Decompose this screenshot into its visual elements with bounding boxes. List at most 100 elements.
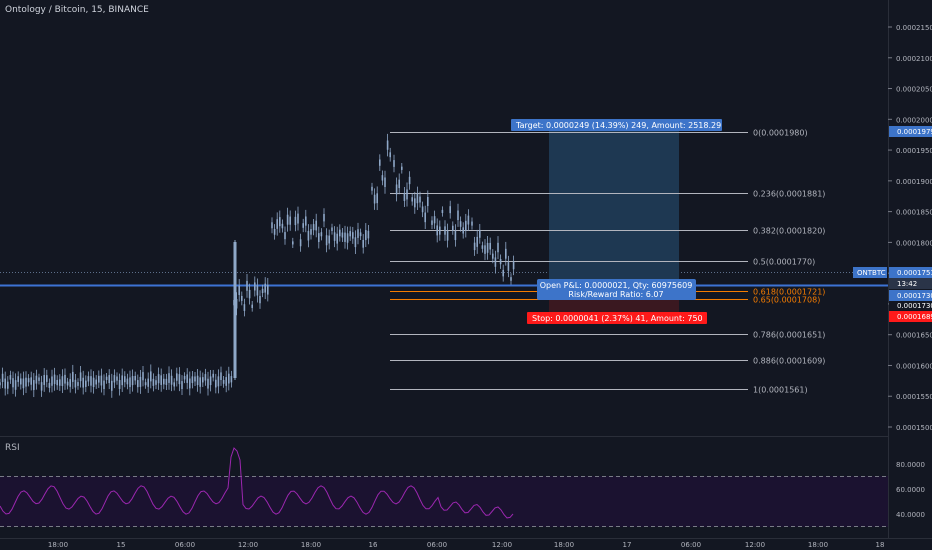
- candle-body: [103, 380, 105, 390]
- candle-body: [276, 219, 278, 229]
- candle-body: [14, 380, 17, 390]
- candle-body: [381, 175, 384, 181]
- candle-body: [95, 379, 97, 385]
- candle-body: [403, 192, 406, 201]
- candle-body: [499, 259, 502, 265]
- candle-body: [406, 189, 408, 200]
- candle-body: [389, 152, 391, 158]
- candle-body: [310, 229, 312, 235]
- candle-body: [328, 235, 330, 244]
- time-axis-label: 12:00: [238, 541, 258, 549]
- open-pnl-label: Open P&L: 0.0000021, Qty: 60975609: [540, 281, 693, 290]
- rsi-axis[interactable]: 80.0000 60.0000 40.0000: [896, 461, 925, 519]
- time-axis[interactable]: 18:00 15 06:00 12:00 18:00 16 06:00 12:00 18:00 1…: [48, 541, 885, 549]
- candle-body: [505, 248, 507, 259]
- candle-body: [299, 239, 302, 247]
- candle-body: [22, 378, 25, 389]
- candle-body: [267, 284, 269, 295]
- candle-body: [225, 377, 227, 386]
- candle-body: [222, 379, 225, 384]
- price-tick-label: 0.0001950: [896, 147, 932, 155]
- candle-body: [30, 377, 32, 385]
- candle-body: [241, 295, 243, 301]
- candle-body: [100, 375, 103, 386]
- candle-body: [243, 304, 246, 311]
- candle-body: [202, 377, 204, 383]
- candle-body: [354, 237, 357, 248]
- candle-body: [126, 378, 129, 385]
- candle-body: [53, 374, 56, 385]
- candle-body: [320, 232, 323, 237]
- candle-body: [479, 229, 481, 238]
- candle-body: [292, 241, 294, 245]
- candle-body: [25, 377, 27, 387]
- open-pnl-box[interactable]: [537, 279, 696, 300]
- candle-body: [307, 230, 310, 241]
- candle-body: [124, 376, 126, 383]
- candle-body: [273, 229, 276, 235]
- stop-label: Stop: 0.0000041 (2.37%) 41, Amount: 750: [532, 314, 703, 323]
- candle-body: [339, 229, 341, 237]
- candle-body: [441, 209, 444, 214]
- candle-body: [473, 242, 476, 251]
- candle-body: [476, 236, 478, 247]
- candle-body: [79, 372, 82, 382]
- candle-body: [46, 375, 48, 382]
- candle-body: [465, 220, 467, 231]
- candle-body: [217, 376, 220, 387]
- candle-body: [507, 262, 510, 271]
- target-label-box[interactable]: [511, 119, 722, 131]
- candle-body: [40, 382, 43, 391]
- time-axis-label: 18:00: [48, 541, 68, 549]
- countdown-badge-text: 13:42: [897, 280, 917, 288]
- candle-body: [77, 382, 79, 386]
- stop-label-box[interactable]: [527, 312, 707, 324]
- candle-body: [411, 197, 413, 202]
- last-price-badge: [889, 267, 932, 278]
- price-tick-label: 0.0001800: [896, 239, 932, 247]
- candle-body: [336, 233, 338, 244]
- candle-body: [359, 232, 362, 237]
- candle-body: [150, 371, 152, 382]
- time-axis-label: 18: [876, 541, 885, 549]
- candle-body: [121, 375, 123, 386]
- candle-body: [215, 379, 217, 388]
- candle-body: [66, 381, 69, 386]
- candle-body: [331, 227, 333, 231]
- rsi-line[interactable]: [0, 447, 514, 519]
- candle-body: [105, 376, 108, 381]
- target-zone[interactable]: [549, 131, 679, 285]
- candle-body: [38, 377, 40, 381]
- fib-level-label: 0.786(0.0001651): [753, 331, 825, 340]
- candle-body: [209, 376, 212, 386]
- time-axis-label: 06:00: [175, 541, 195, 549]
- fib-level-label: 1(0.0001561): [753, 386, 808, 395]
- candle-body: [235, 299, 238, 309]
- time-axis-label: 16: [369, 541, 378, 549]
- candle-body: [325, 235, 328, 246]
- candle-body: [398, 179, 400, 189]
- candle-body: [481, 245, 484, 249]
- candle-body: [108, 375, 110, 384]
- candle-body: [238, 285, 240, 295]
- candle-body: [212, 373, 214, 378]
- candle-body: [467, 215, 470, 225]
- target-price-badge: [889, 126, 932, 137]
- price-badges: 0.0001979 ONTBTC 0.0001751 13:42 0.00017…: [853, 126, 932, 322]
- candle-body: [1, 373, 4, 382]
- time-axis-label: 12:00: [492, 541, 512, 549]
- price-axis[interactable]: 0.0002150 0.0002100 0.0002050 0.0002000 0.00…: [888, 24, 932, 432]
- candlestick-series[interactable]: [0, 133, 515, 398]
- candle-body: [373, 194, 376, 204]
- candle-body: [367, 230, 370, 239]
- candle-body: [142, 372, 144, 381]
- candle-body: [289, 216, 291, 225]
- candle-body: [502, 269, 504, 277]
- fibonacci-retracement[interactable]: 0(0.0001980) 0.236(0.0001881) 0.382(0.0001…: [390, 129, 825, 395]
- candle-body: [178, 374, 181, 385]
- target-label: Target: 0.0000249 (14.39%) 249, Amount: …: [515, 121, 721, 130]
- candle-body: [183, 376, 186, 380]
- candle-body: [17, 376, 19, 382]
- candle-body: [157, 374, 160, 384]
